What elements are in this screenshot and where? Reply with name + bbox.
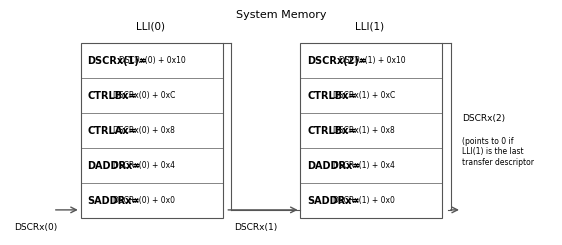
Text: (points to 0 if
LLI(1) is the last
transfer descriptor: (points to 0 if LLI(1) is the last trans… [462, 137, 534, 167]
Text: CTRLBx=: CTRLBx= [307, 126, 357, 136]
Text: DSCRx(0) + 0x8: DSCRx(0) + 0x8 [113, 126, 175, 135]
Text: DSCRx(2)=: DSCRx(2)= [307, 56, 367, 66]
Text: LLI(1): LLI(1) [356, 22, 384, 32]
Text: CTRLBx=: CTRLBx= [87, 91, 137, 101]
Text: DSCRx(1) + 0x4: DSCRx(1) + 0x4 [333, 161, 395, 170]
Text: SADDRx=: SADDRx= [307, 196, 360, 206]
Text: DSCRx(0): DSCRx(0) [14, 223, 57, 232]
Text: DADDRx=: DADDRx= [87, 161, 140, 171]
Text: DSCRx(1) + 0x0: DSCRx(1) + 0x0 [333, 196, 395, 205]
Text: DSCRx(0) + 0x10: DSCRx(0) + 0x10 [119, 56, 186, 65]
Text: CTRLAx=: CTRLAx= [87, 126, 137, 136]
Text: DSCRx(2): DSCRx(2) [462, 113, 505, 122]
Text: SADDRx=: SADDRx= [87, 196, 140, 206]
Text: CTRLBx=: CTRLBx= [307, 91, 357, 101]
Bar [301, 43, 442, 218]
Bar [81, 43, 223, 218]
Text: DSCRx(0) + 0xC: DSCRx(0) + 0xC [113, 91, 175, 100]
Text: DADDRx=: DADDRx= [307, 161, 361, 171]
Text: DSCRx(0) + 0x4: DSCRx(0) + 0x4 [113, 161, 175, 170]
Text: LLI(0): LLI(0) [136, 22, 165, 32]
Text: DSCRx(0) + 0x0: DSCRx(0) + 0x0 [113, 196, 175, 205]
Text: DSCRx(1) + 0x10: DSCRx(1) + 0x10 [339, 56, 406, 65]
Text: DSCRx(1): DSCRx(1) [234, 223, 277, 232]
Text: DSCRx(1) + 0x8: DSCRx(1) + 0x8 [333, 126, 395, 135]
Text: DSCRx(1) + 0xC: DSCRx(1) + 0xC [333, 91, 395, 100]
Text: System Memory: System Memory [235, 10, 327, 20]
Text: DSCRx(1)=: DSCRx(1)= [87, 56, 147, 66]
